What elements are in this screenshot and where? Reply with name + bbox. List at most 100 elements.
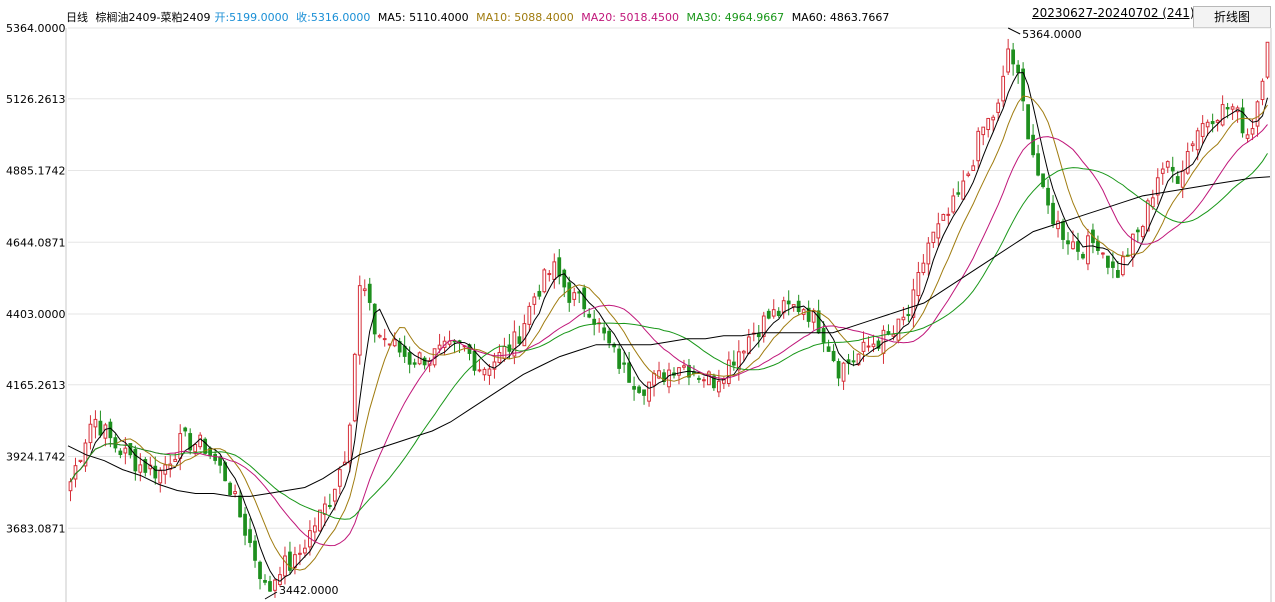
candle-body	[1066, 240, 1070, 245]
down-candle	[642, 389, 646, 405]
down-candle	[622, 351, 626, 373]
candle-body	[218, 456, 222, 466]
up-candle	[841, 361, 846, 390]
up-candle	[921, 254, 926, 276]
candle-body	[986, 117, 991, 131]
up-candle	[362, 279, 367, 297]
candle-body	[796, 300, 801, 313]
candle-body	[502, 345, 507, 359]
candle-body	[956, 192, 961, 195]
up-candle	[986, 117, 991, 138]
up-candle	[322, 496, 327, 527]
candle-body	[726, 359, 731, 384]
candle-body	[1001, 75, 1006, 102]
high-pointer	[1007, 27, 1021, 35]
up-candle	[477, 358, 482, 373]
candle-body	[911, 289, 916, 318]
up-candle	[717, 369, 721, 398]
candle-body	[622, 362, 626, 365]
y-tick-label: 4885.1742	[6, 165, 66, 178]
candle-body	[1175, 176, 1180, 184]
candle-body	[392, 339, 397, 347]
down-candle	[537, 284, 542, 300]
candle-body	[806, 307, 811, 322]
candle-body	[1155, 177, 1160, 196]
candle-body	[1061, 221, 1065, 240]
high-annotation: 5364.0000	[1022, 28, 1082, 41]
down-candle	[372, 303, 377, 343]
candle-body	[1086, 235, 1090, 265]
down-candle	[1106, 255, 1110, 275]
up-candle	[1120, 251, 1125, 277]
down-candle	[263, 574, 267, 586]
up-candle	[951, 188, 956, 215]
candle-body	[1116, 270, 1120, 278]
up-candle	[981, 126, 986, 146]
candle-body	[1165, 161, 1170, 168]
candle-body	[243, 513, 247, 536]
down-candle	[567, 276, 572, 312]
down-candle	[632, 376, 636, 401]
close-value: 收:5316.0000	[296, 11, 371, 24]
y-tick-label: 4165.2613	[6, 379, 66, 392]
up-candle	[313, 517, 317, 544]
candle-body	[921, 262, 926, 274]
down-candle	[133, 445, 138, 481]
candle-body	[781, 300, 786, 314]
down-candle	[1046, 179, 1050, 214]
down-candle	[956, 181, 961, 198]
candle-body	[951, 195, 956, 213]
down-candle	[1081, 251, 1085, 260]
candle-body	[557, 257, 562, 277]
up-candle	[1160, 162, 1165, 185]
down-candle	[831, 344, 836, 363]
candle-body	[677, 367, 681, 376]
candle-body	[268, 581, 272, 592]
up-candle	[741, 349, 746, 362]
candle-body	[1130, 233, 1135, 258]
up-candle	[1260, 78, 1265, 106]
candle-body	[776, 310, 781, 317]
up-candle	[357, 275, 362, 365]
candle-body	[1225, 107, 1230, 110]
candle-body	[617, 348, 621, 369]
candle-body	[642, 389, 646, 396]
ma60-value: MA60: 4863.7667	[791, 11, 890, 24]
down-candle	[98, 410, 103, 438]
y-tick-label: 4403.0000	[6, 308, 66, 321]
down-candle	[367, 277, 372, 311]
line-chart-toggle-button[interactable]: 折线图	[1193, 6, 1271, 28]
up-candle	[83, 439, 88, 472]
candle-body	[981, 126, 986, 136]
down-candle	[1016, 60, 1021, 84]
candle-body	[826, 346, 831, 352]
date-range-link[interactable]: 20230627-20240702 (241)	[1032, 6, 1195, 20]
candle-body	[1210, 121, 1215, 125]
candle-body	[906, 314, 911, 317]
candle-body	[93, 418, 98, 428]
down-candle	[1051, 195, 1055, 228]
candle-body	[657, 370, 661, 379]
candle-body	[851, 360, 856, 363]
up-candle	[233, 484, 237, 498]
candle-body	[1031, 134, 1035, 156]
ma5-line	[70, 71, 1268, 582]
candle-body	[901, 316, 906, 321]
candle-body	[1076, 241, 1080, 252]
candle-body	[766, 310, 771, 319]
down-candle	[637, 384, 641, 394]
down-candle	[1135, 227, 1140, 243]
down-candle	[108, 418, 113, 448]
candle-body	[1185, 151, 1190, 174]
candle-body	[861, 341, 866, 352]
candle-body	[841, 362, 846, 382]
candle-body	[1150, 197, 1155, 208]
candle-body	[731, 361, 736, 366]
up-candle	[682, 359, 686, 371]
up-candle	[991, 114, 996, 132]
ma30-line	[70, 153, 1268, 520]
candle-body	[472, 351, 477, 371]
down-candle	[253, 535, 257, 568]
candle-body	[113, 437, 118, 449]
candle-body	[437, 344, 442, 350]
